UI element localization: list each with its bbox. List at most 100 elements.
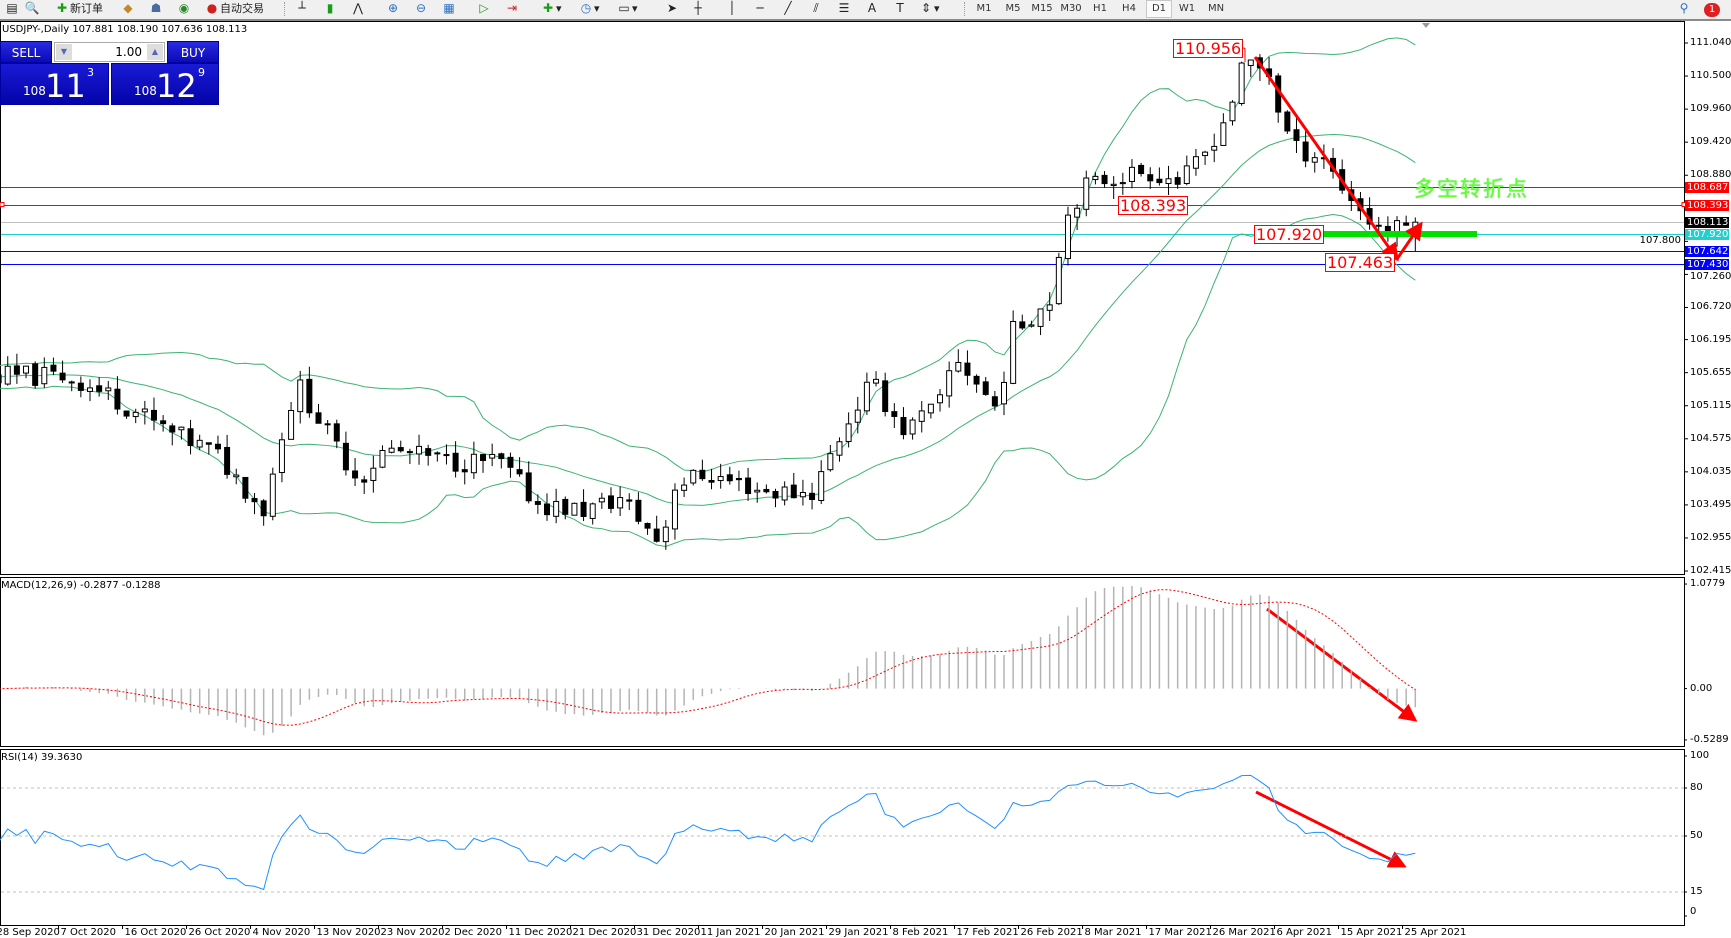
buy-button[interactable]: BUY xyxy=(167,41,219,63)
market-watch-icon[interactable]: ◆ xyxy=(123,1,133,15)
candle-body xyxy=(461,469,468,473)
candle xyxy=(772,488,779,508)
lot-increase-icon[interactable]: ▲ xyxy=(147,44,163,60)
text-label-icon[interactable]: T xyxy=(896,1,904,15)
rsi-divergence-arrow xyxy=(1255,790,1407,868)
rsi-axis-label: 0 xyxy=(1690,906,1697,917)
tile-windows-icon[interactable]: ▦ xyxy=(443,1,455,15)
zoom-in-icon[interactable]: ⊕ xyxy=(387,1,399,15)
vertical-line-icon[interactable]: │ xyxy=(728,1,736,15)
price-tag: 108.393 xyxy=(1685,200,1729,211)
candle-body xyxy=(196,439,203,448)
fibonacci-icon[interactable]: ☰ xyxy=(838,1,850,15)
candle-body xyxy=(690,469,697,484)
cursor-icon[interactable]: ➤ xyxy=(666,1,678,15)
candle xyxy=(964,350,971,386)
rsi-label: RSI(14) 39.3630 xyxy=(1,752,83,763)
candle-body xyxy=(1220,122,1227,146)
candle-body xyxy=(1074,207,1081,218)
candle xyxy=(553,488,560,524)
candle-body xyxy=(991,396,998,407)
candle-body xyxy=(763,488,770,493)
candle xyxy=(781,481,788,506)
candle xyxy=(23,365,30,379)
timeframe-h1[interactable]: H1 xyxy=(1093,3,1107,14)
new-chart-icon[interactable]: ▤ xyxy=(6,1,18,15)
date-axis-label: 28 Sep 2020 xyxy=(0,927,60,938)
new-order-button[interactable]: ✚ 新订单 xyxy=(54,1,103,17)
candle-body xyxy=(352,470,359,479)
trendline-icon[interactable]: ╱ xyxy=(784,1,792,15)
timeframe-d1[interactable]: D1 xyxy=(1146,0,1172,18)
sell-button[interactable]: SELL xyxy=(0,41,52,63)
candle-body xyxy=(854,409,861,423)
templates-icon[interactable]: ▭ ▾ xyxy=(618,1,638,15)
timeframe-m1[interactable]: M1 xyxy=(976,3,992,14)
candle xyxy=(160,415,167,432)
date-axis-label: 7 Oct 2020 xyxy=(60,927,116,938)
search-icon[interactable]: ⚲ xyxy=(1679,1,1689,15)
candle-body xyxy=(87,387,93,392)
notifications-icon[interactable]: 1 xyxy=(1704,1,1720,17)
autoscroll-icon[interactable]: ⇥ xyxy=(506,1,518,15)
lot-size-stepper[interactable]: ▼ 1.00 ▲ xyxy=(54,42,165,62)
timeframe-m30[interactable]: M30 xyxy=(1060,3,1082,14)
timeframe-m5[interactable]: M5 xyxy=(1005,3,1021,14)
candle xyxy=(150,397,157,431)
main-chart-frame xyxy=(0,21,1685,575)
candle xyxy=(443,444,450,465)
candle xyxy=(635,492,642,525)
candle xyxy=(50,357,57,376)
timeframe-mn[interactable]: MN xyxy=(1207,3,1225,14)
arrows-icon[interactable]: ⇕ ▾ xyxy=(920,1,940,15)
candle-body xyxy=(918,410,925,422)
candle-body xyxy=(288,409,295,440)
candle xyxy=(1229,100,1236,126)
candle xyxy=(489,443,496,467)
date-axis-label: 8 Mar 2021 xyxy=(1084,927,1142,938)
zoom-chart-icon[interactable]: 🔍 xyxy=(24,1,40,15)
line-chart-icon[interactable]: ⋀ xyxy=(353,1,363,15)
candle-body xyxy=(1055,256,1062,305)
candle-body xyxy=(589,503,596,519)
candle xyxy=(324,420,331,435)
macd-axis-label: 1.0779 xyxy=(1690,578,1725,590)
periods-icon[interactable]: ◷ ▾ xyxy=(580,1,600,15)
timeframe-h4[interactable]: H4 xyxy=(1122,3,1136,14)
date-axis-label: 15 Apr 2021 xyxy=(1340,927,1403,938)
date-axis-label: 21 Dec 2020 xyxy=(572,927,637,938)
candle xyxy=(1220,113,1227,146)
candle xyxy=(900,407,907,440)
text-icon[interactable]: A xyxy=(867,1,877,15)
candle xyxy=(873,371,880,387)
bar-chart-icon[interactable]: ┴ xyxy=(298,1,306,15)
candle xyxy=(434,451,441,462)
candle xyxy=(982,376,989,396)
candle-body xyxy=(598,497,605,503)
candle-body xyxy=(23,365,30,374)
candle xyxy=(973,374,980,393)
candlestick-icon[interactable]: ▮ xyxy=(326,1,334,15)
equidistant-channel-icon[interactable]: ⫽ xyxy=(813,1,819,15)
timeframe-m15[interactable]: M15 xyxy=(1031,3,1053,14)
chart-shift-icon[interactable]: ▷ xyxy=(479,1,489,15)
candle-body xyxy=(1138,164,1145,175)
candle xyxy=(818,460,825,505)
lot-decrease-icon[interactable]: ▼ xyxy=(56,44,72,60)
horizontal-line-icon[interactable]: ─ xyxy=(756,1,764,15)
signals-icon[interactable]: ◉ xyxy=(178,1,190,15)
candle-body xyxy=(41,366,48,385)
indicators-icon[interactable]: ✚ ▾ xyxy=(542,1,562,15)
navigator-icon[interactable]: ☗ xyxy=(150,1,162,15)
timeframe-w1[interactable]: W1 xyxy=(1178,3,1196,14)
auto-trading-button[interactable]: ● 自动交易 xyxy=(204,1,264,17)
buy-price-box[interactable]: 108 12 9 xyxy=(111,63,219,105)
sell-price-box[interactable]: 108 11 3 xyxy=(0,63,109,105)
candle xyxy=(955,349,962,373)
crosshair-icon[interactable]: ┼ xyxy=(694,1,702,15)
lot-size-value[interactable]: 1.00 xyxy=(115,45,142,59)
candle xyxy=(607,487,614,514)
zoom-out-icon[interactable]: ⊖ xyxy=(415,1,427,15)
candle-body xyxy=(260,500,267,517)
